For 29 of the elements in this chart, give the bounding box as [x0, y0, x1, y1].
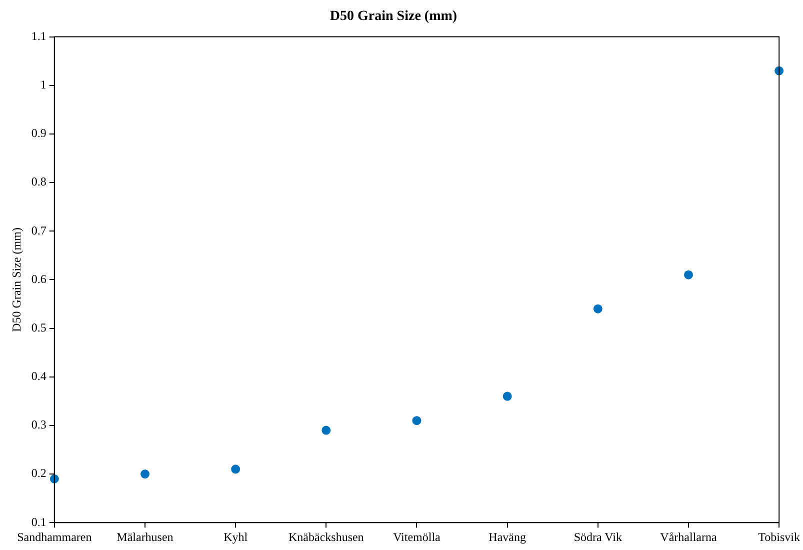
point — [684, 270, 693, 280]
point — [231, 464, 240, 474]
chart-title: D50 Grain Size (mm) — [330, 9, 458, 24]
y-tick-label: 0.3 — [31, 418, 46, 432]
y-tick-label: 0.2 — [31, 466, 46, 480]
y-tick-label: 0.8 — [31, 174, 46, 189]
y-tick-label: 0.4 — [31, 369, 46, 384]
x-tick-label: Vårhallarna — [660, 530, 718, 544]
y-tick-label: 0.5 — [31, 320, 46, 334]
x-tick-label: Vitemölla — [393, 530, 442, 544]
x-tick-label: Södra Vik — [574, 530, 622, 544]
y-tick-label: 1.1 — [31, 28, 46, 43]
point — [412, 416, 422, 426]
x-tick-label: Kyhl — [224, 530, 248, 544]
point — [502, 392, 512, 401]
y-tick-label: 0.1 — [31, 514, 46, 529]
y-tick-label: 1 — [40, 78, 46, 92]
x-tick-label: Tobisvik — [758, 530, 800, 544]
point — [593, 304, 602, 314]
y-tick-label: 0.7 — [31, 223, 46, 238]
y-axis-title: D50 Grain Size (mm) — [9, 228, 24, 332]
point — [322, 426, 331, 435]
x-tick-label: Mälarhusen — [116, 530, 174, 544]
x-tick-label: Sandhammaren — [17, 530, 92, 544]
point — [140, 470, 150, 479]
x-tick-label: Knäbäckshusen — [288, 530, 364, 544]
x-tick-label: Haväng — [488, 530, 526, 544]
y-tick-label: 0.6 — [31, 272, 46, 286]
y-tick-label: 0.9 — [31, 126, 46, 140]
